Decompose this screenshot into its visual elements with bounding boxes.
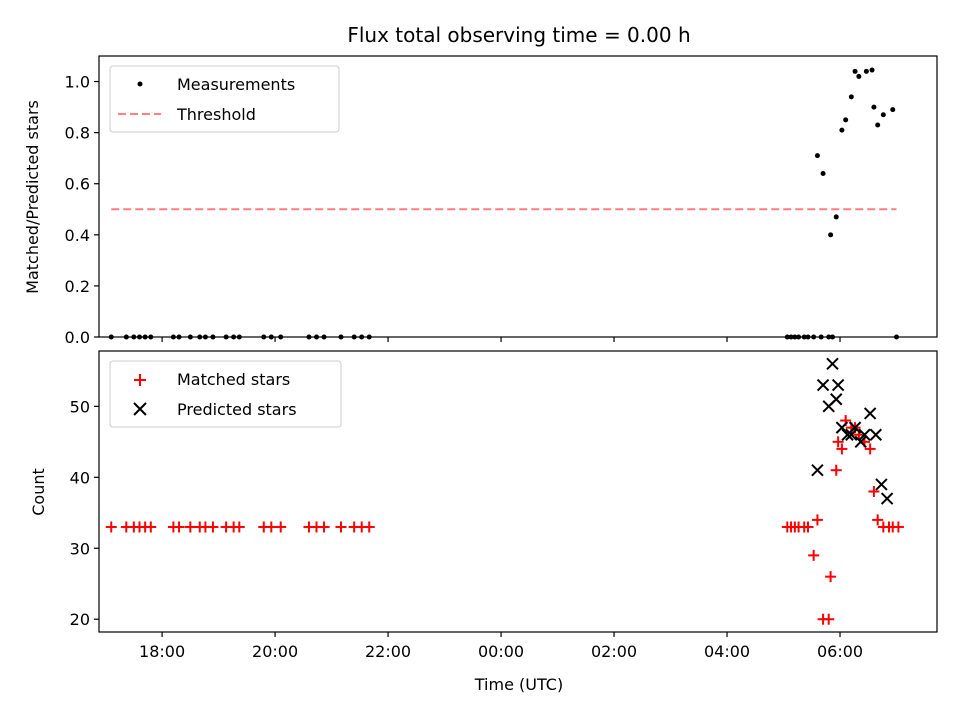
predicted-stars-point	[831, 378, 845, 392]
top-panel-y-axis-label: Matched/Predicted stars	[23, 100, 42, 294]
bottom-panel-frame	[98, 350, 938, 633]
matched-stars-point	[830, 464, 842, 476]
legend-marker-measurements	[137, 81, 143, 87]
top-panel-frame	[98, 55, 938, 338]
measurements-point	[820, 171, 826, 177]
y-tick-label: 0.4	[65, 226, 90, 245]
matched-stars-point	[872, 514, 884, 526]
predicted-stars-point	[858, 428, 871, 441]
x-tick-label: 02:00	[591, 642, 637, 661]
y-tick-label: 0.8	[65, 124, 90, 143]
legend-marker-predicted-stars	[133, 402, 147, 416]
matched-stars-point	[207, 521, 219, 533]
x-tick-label: 04:00	[704, 642, 750, 661]
matched-stars-point	[832, 436, 844, 448]
matched-stars-point	[275, 521, 287, 533]
top-panel-y-ticks: 0.0 0.2 0.4 0.6 0.8 1.0	[65, 73, 99, 347]
legend-label-predicted-stars: Predicted stars	[177, 400, 297, 419]
matched-stars-point	[145, 521, 157, 533]
y-tick-label: 30	[70, 539, 90, 558]
matched-stars-point	[802, 521, 814, 533]
measurements-point	[875, 122, 881, 128]
chart-title: Flux total observing time = 0.00 h	[347, 23, 690, 47]
measurements-point	[869, 67, 875, 73]
measurements-point	[890, 107, 896, 113]
measurements-point	[880, 112, 886, 118]
y-tick-label: 50	[70, 397, 90, 416]
x-tick-label: 22:00	[365, 642, 411, 661]
predicted-stars-point	[811, 464, 824, 477]
matched-stars-point	[864, 443, 876, 455]
predicted-stars-point	[875, 478, 888, 491]
top-panel-legend: Measurements Threshold	[109, 65, 340, 133]
y-tick-label: 0.2	[65, 277, 90, 296]
predicted-stars-point	[854, 435, 867, 449]
legend-label-measurements: Measurements	[177, 75, 295, 94]
bottom-panel-y-ticks: 20 30 40 50	[70, 397, 99, 629]
matched-stars-point	[265, 521, 277, 533]
y-tick-label: 0.0	[65, 328, 90, 347]
predicted-stars-point	[869, 428, 883, 441]
matched-stars-point	[868, 486, 880, 497]
predicted-stars-point	[816, 378, 830, 392]
matched-stars-point	[173, 521, 185, 533]
x-tick-label: 20:00	[252, 642, 298, 661]
predicted-stars-point	[848, 421, 862, 434]
bottom-panel-legend: Matched stars Predicted stars	[109, 360, 342, 428]
bottom-panel-y-axis-label: Count	[29, 468, 48, 516]
y-tick-label: 40	[70, 468, 90, 487]
matched-stars-point	[363, 521, 375, 533]
x-tick-label: 06:00	[817, 642, 863, 661]
measurements-point	[843, 117, 849, 123]
y-tick-label: 0.6	[65, 175, 90, 194]
bottom-panel-plot-area	[105, 357, 904, 625]
y-tick-label: 1.0	[65, 73, 90, 92]
measurements-point	[839, 127, 845, 133]
x-axis-label: Time (UTC)	[474, 675, 563, 694]
measurements-point	[848, 94, 854, 100]
predicted-stars-point	[880, 492, 894, 505]
matched-stars-point	[811, 514, 823, 526]
bottom-panel-x-ticks: 18:00 20:00 22:00 00:00 02:00 04:00 06:00	[139, 632, 863, 661]
measurements-point	[871, 104, 877, 110]
predicted-stars-point	[863, 407, 877, 420]
matched-stars-point	[823, 613, 835, 625]
legend-label-matched-stars: Matched stars	[177, 370, 290, 389]
matched-stars-point	[892, 521, 904, 533]
matched-stars-point	[318, 521, 330, 533]
y-tick-label: 20	[70, 610, 90, 629]
top-panel-x-ticks	[161, 337, 841, 342]
x-tick-label: 00:00	[478, 642, 524, 661]
predicted-stars-point	[826, 357, 839, 370]
matched-stars-point	[836, 443, 848, 455]
measurements-point	[833, 214, 839, 220]
predicted-stars-point	[845, 428, 858, 441]
measurements-point	[863, 68, 869, 74]
predicted-stars-point	[835, 421, 849, 434]
measurements-point	[828, 232, 834, 238]
matched-stars-point	[335, 521, 347, 533]
matched-stars-point	[808, 549, 820, 561]
x-tick-label: 18:00	[139, 642, 185, 661]
matched-stars-point	[825, 571, 837, 583]
measurements-point	[856, 73, 862, 79]
legend-marker-matched-stars	[134, 374, 146, 386]
measurements-point	[852, 68, 858, 74]
legend-label-threshold: Threshold	[176, 105, 256, 124]
predicted-stars-point	[830, 393, 843, 406]
top-panel-plot-area	[108, 67, 900, 340]
measurements-point	[814, 153, 820, 159]
matched-stars-point	[233, 521, 245, 533]
matched-stars-point	[184, 521, 196, 533]
matched-stars-point	[105, 521, 117, 533]
